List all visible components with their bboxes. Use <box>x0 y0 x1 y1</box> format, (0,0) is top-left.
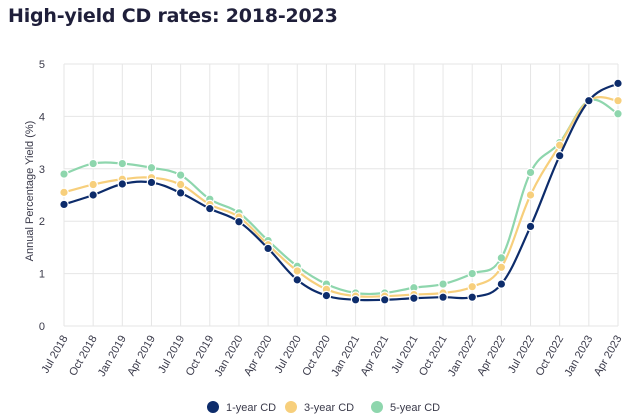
data-point <box>467 281 478 292</box>
y-tick-label: 1 <box>39 269 45 281</box>
x-tick-label: Jul 2021 <box>389 334 420 376</box>
x-tick-label: Oct 2020 <box>300 334 333 379</box>
legend-item-3-year-cd: 3-year CD <box>285 401 354 414</box>
data-point <box>88 179 98 190</box>
x-tick-label: Oct 2022 <box>534 334 567 379</box>
data-point <box>496 262 507 273</box>
x-tick-label: Jul 2019 <box>156 334 187 376</box>
chart-title: High-yield CD rates: 2018-2023 <box>8 5 338 27</box>
data-point <box>117 158 128 169</box>
y-tick-label: 3 <box>39 164 45 176</box>
data-point <box>146 177 157 188</box>
series-1-year-cd <box>59 78 623 305</box>
legend: 1-year CD 3-year CD 5-year CD <box>207 401 440 414</box>
data-point <box>467 268 478 279</box>
data-point <box>88 190 98 200</box>
y-tick-label: 0 <box>39 321 45 333</box>
data-point <box>613 108 623 119</box>
x-tick-label: Jul 2018 <box>39 334 70 376</box>
data-point <box>584 95 594 106</box>
legend-label: 5-year CD <box>390 402 440 414</box>
x-tick-label: Apr 2020 <box>242 334 275 379</box>
x-tick-label: Oct 2019 <box>184 334 217 379</box>
legend-item-1-year-cd: 1-year CD <box>207 401 276 414</box>
legend-label: 1-year CD <box>226 402 276 414</box>
legend-marker <box>371 401 383 413</box>
data-point <box>613 78 623 89</box>
y-tick-label: 2 <box>39 216 45 228</box>
data-point <box>613 95 623 106</box>
y-tick-label: 4 <box>39 111 45 123</box>
data-point <box>438 279 448 289</box>
x-tick-label: Jan 2022 <box>446 334 479 379</box>
data-point <box>146 162 157 173</box>
series-5-year-cd <box>59 95 623 298</box>
data-point <box>525 190 536 200</box>
data-point <box>59 187 69 198</box>
data-point <box>263 243 273 254</box>
data-point <box>88 158 98 169</box>
series-group <box>59 78 623 305</box>
x-tick-label: Oct 2018 <box>67 334 100 379</box>
x-tick-label: Jan 2021 <box>329 334 362 379</box>
series-3-year-cd <box>59 95 623 301</box>
data-point <box>292 275 303 285</box>
y-axis-label: Annual Percentage Yield (%) <box>24 121 36 262</box>
data-point <box>554 150 565 161</box>
data-point <box>175 179 186 190</box>
legend-marker <box>207 401 219 413</box>
data-point <box>175 188 186 198</box>
data-point <box>467 292 478 302</box>
x-tick-label: Jan 2023 <box>562 334 595 379</box>
data-point <box>379 294 390 305</box>
data-point <box>350 294 361 305</box>
data-point <box>496 279 507 289</box>
data-point <box>292 266 303 276</box>
x-tick-label: Jan 2019 <box>96 334 129 379</box>
data-point <box>321 290 332 301</box>
x-tick-label: Jan 2020 <box>213 334 246 379</box>
x-tick-label: Apr 2019 <box>125 334 158 379</box>
legend-label: 3-year CD <box>304 402 354 414</box>
data-point <box>204 203 215 214</box>
data-point <box>234 216 244 227</box>
x-tick-label: Jul 2022 <box>506 334 537 376</box>
data-point <box>59 169 69 179</box>
x-tick-label: Apr 2021 <box>359 334 392 379</box>
data-point <box>117 179 128 189</box>
data-point <box>525 221 536 232</box>
x-tick-label: Oct 2021 <box>417 334 450 379</box>
legend-item-5-year-cd: 5-year CD <box>371 401 440 414</box>
x-tick-label: Apr 2023 <box>592 334 625 379</box>
x-tick-label: Jul 2020 <box>273 334 304 376</box>
data-point <box>59 199 69 210</box>
x-tick-label: Apr 2022 <box>475 334 508 379</box>
data-point <box>438 292 448 302</box>
data-point <box>175 170 186 180</box>
data-point <box>409 293 419 304</box>
y-tick-label: 5 <box>39 59 45 71</box>
data-point <box>525 167 536 178</box>
legend-marker <box>285 401 297 413</box>
